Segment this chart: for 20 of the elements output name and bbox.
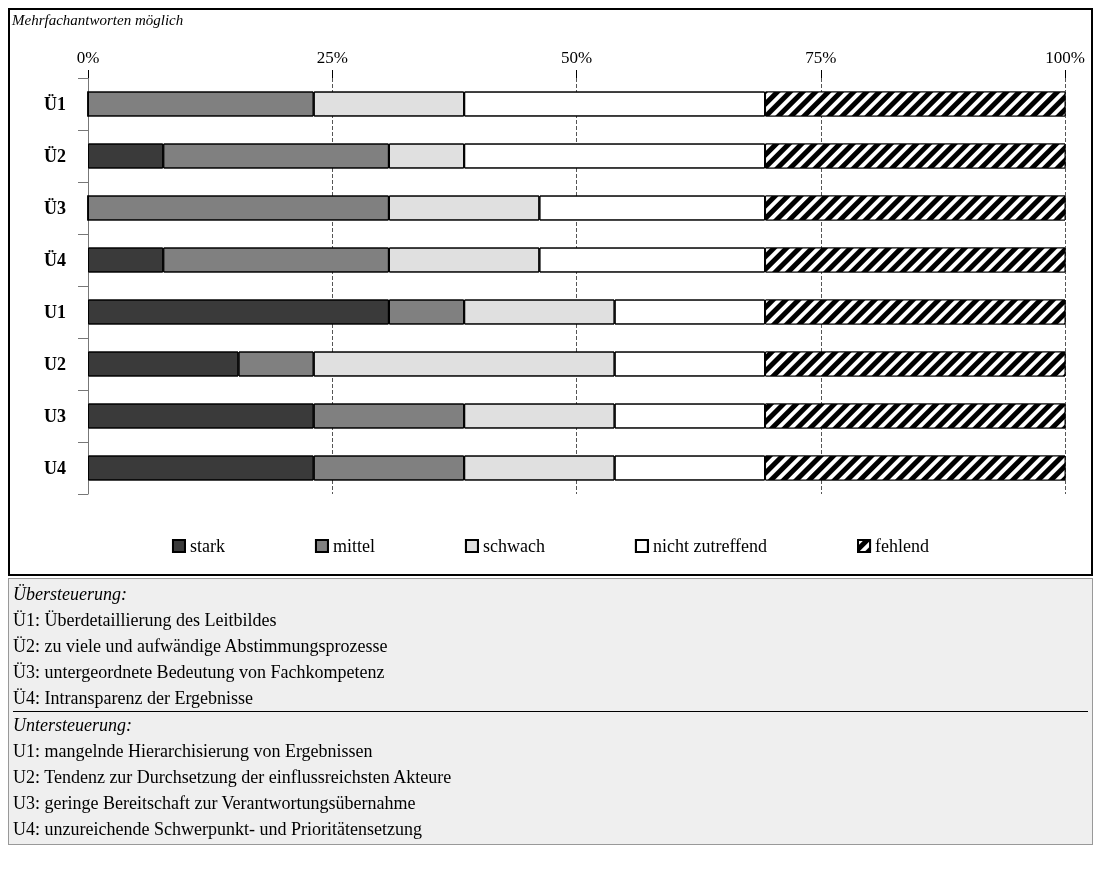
y-tick-label: Ü1: [44, 94, 66, 114]
x-tick-label: 100%: [1045, 48, 1085, 67]
y-tick-label: U2: [44, 354, 66, 374]
legend-label: nicht zutreffend: [652, 536, 768, 556]
x-tick-label: 50%: [560, 48, 593, 67]
y-tick-label: Ü2: [44, 146, 66, 166]
legend-label: stark: [189, 536, 225, 556]
y-tick-label: U1: [44, 302, 66, 322]
text: Mehrfachantworten möglich: [11, 11, 184, 28]
y-tick-label: Ü4: [44, 250, 66, 270]
x-tick-label: 75%: [805, 48, 837, 67]
y-tick-label: Ü3: [44, 198, 66, 218]
legend-note-box: Übersteuerung: Ü1: Überdetaillierung des Leitbildes Ü2: zu viele und aufwändige Abstimmungsprozesse Ü3: untergeordnete Bedeutung von Fachkompetenz Ü4: Intransparenz der Ergebnisse Untersteuerung: U1: mangelnde Hierarchisierung von Ergebnissen U2: Tendenz zur Durchsetzung der einflussreichsten Akteure U3: geringe Bereitschaft zur Verantwortungsübernahme U4: unzureichende Schwerpunkt- und Prioritätensetzung: [8, 578, 1093, 845]
legend-label: mittel: [332, 536, 375, 556]
y-tick-label: U4: [44, 458, 66, 478]
x-tick-label: 25%: [316, 48, 348, 67]
y-tick-label: U3: [44, 406, 66, 426]
legend-label: fehlend: [875, 536, 930, 556]
x-tick-label: 0%: [76, 48, 100, 67]
legend-label: schwach: [482, 536, 545, 556]
